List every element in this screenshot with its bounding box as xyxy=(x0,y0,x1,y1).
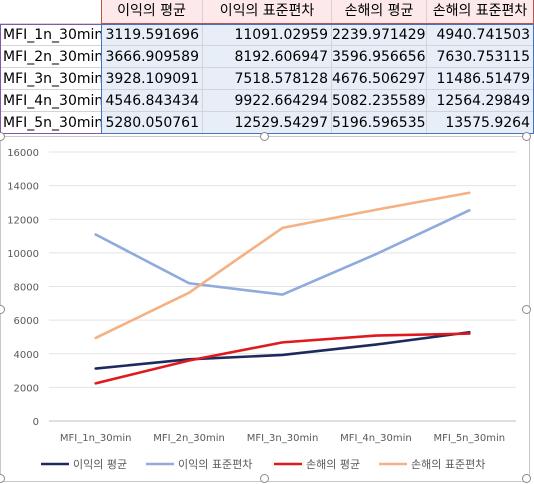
resize-handle-left[interactable] xyxy=(0,305,5,314)
legend-label: 손해의 평균 xyxy=(306,457,360,471)
y-tick-label: 10000 xyxy=(7,249,39,260)
data-cell[interactable]: 5196.596535 xyxy=(332,112,427,134)
x-tick-label: MFI_2n_30min xyxy=(153,433,225,444)
data-cell[interactable]: 11091.02959 xyxy=(203,24,332,46)
chart-canvas: 0 2000 4000 6000 8000 10000 12000 14000 16000 MFI… xyxy=(7,148,516,471)
y-tick-label: 8000 xyxy=(14,283,39,294)
resize-handle-bottom-left[interactable] xyxy=(0,474,5,483)
data-cell[interactable]: 7630.753115 xyxy=(427,46,534,68)
header-cell-loss-std[interactable]: 손해의 표준편차 xyxy=(427,0,534,24)
resize-handle-top-left[interactable] xyxy=(0,132,5,141)
y-tick-label: 6000 xyxy=(14,316,39,327)
y-tick-label: 4000 xyxy=(14,350,39,361)
data-cell[interactable]: 12529.54297 xyxy=(203,112,332,134)
resize-handle-bottom[interactable] xyxy=(260,474,269,483)
series-line xyxy=(94,191,471,340)
x-tick-label: MFI_1n_30min xyxy=(60,433,132,444)
header-cell-loss-mean[interactable]: 손해의 평균 xyxy=(332,0,427,24)
row-label-cell[interactable]: MFI_4n_30min xyxy=(0,90,102,112)
y-tick-label: 12000 xyxy=(7,215,39,226)
data-cell[interactable]: 4940.741503 xyxy=(427,24,534,46)
y-tick-label: 2000 xyxy=(14,383,39,394)
legend-label: 손해의 표준편차 xyxy=(411,457,485,471)
series-line xyxy=(94,209,471,296)
y-tick-label: 0 xyxy=(33,417,39,428)
row-label-cell[interactable]: MFI_5n_30min xyxy=(0,112,102,134)
data-cell[interactable]: 12564.29849 xyxy=(427,90,534,112)
data-cell[interactable]: 4676.506297 xyxy=(332,68,427,90)
data-cell[interactable]: 3119.591696 xyxy=(101,24,203,46)
data-cell[interactable]: 2239.971429 xyxy=(332,24,427,46)
y-tick-label: 14000 xyxy=(7,182,39,193)
data-cell[interactable]: 4546.843434 xyxy=(101,90,203,112)
data-cell[interactable]: 8192.606947 xyxy=(203,46,332,68)
x-tick-label: MFI_4n_30min xyxy=(340,433,412,444)
resize-handle-top-right[interactable] xyxy=(522,132,531,141)
x-tick-label: MFI_3n_30min xyxy=(247,433,319,444)
data-cell[interactable]: 3928.109091 xyxy=(101,68,203,90)
spreadsheet-grid: 이익의 평균 이익의 표준편차 손해의 평균 손해의 표준편차 MFI_1n_3… xyxy=(0,0,534,136)
legend-label: 이익의 평균 xyxy=(73,458,127,471)
data-cell[interactable]: 13575.9264 xyxy=(427,112,534,134)
data-cell[interactable]: 3666.909589 xyxy=(101,46,203,68)
row-label-cell[interactable]: MFI_3n_30min xyxy=(0,68,102,90)
resize-handle-top[interactable] xyxy=(260,132,269,141)
resize-handle-right[interactable] xyxy=(522,305,531,314)
series-line xyxy=(94,330,471,370)
data-cell[interactable]: 11486.51479 xyxy=(427,68,534,90)
corner-cell[interactable] xyxy=(0,0,102,24)
line-chart[interactable]: 0 2000 4000 6000 8000 10000 12000 14000 16000 MFI… xyxy=(0,132,531,483)
data-cell[interactable]: 5280.050761 xyxy=(101,112,203,134)
header-cell-profit-std[interactable]: 이익의 표준편차 xyxy=(203,0,332,24)
header-cell-profit-mean[interactable]: 이익의 평균 xyxy=(101,0,203,24)
data-cell[interactable]: 7518.578128 xyxy=(203,68,332,90)
legend-label: 이익의 표준편차 xyxy=(178,458,252,471)
data-cell[interactable]: 3596.956656 xyxy=(332,46,427,68)
y-tick-label: 16000 xyxy=(7,148,39,159)
x-tick-label: MFI_5n_30min xyxy=(433,433,505,444)
row-label-cell[interactable]: MFI_2n_30min xyxy=(0,46,102,68)
row-label-cell[interactable]: MFI_1n_30min xyxy=(0,24,102,46)
data-cell[interactable]: 9922.664294 xyxy=(203,90,332,112)
data-cell[interactable]: 5082.235589 xyxy=(332,90,427,112)
resize-handle-bottom-right[interactable] xyxy=(522,474,531,483)
series-line xyxy=(94,332,471,385)
